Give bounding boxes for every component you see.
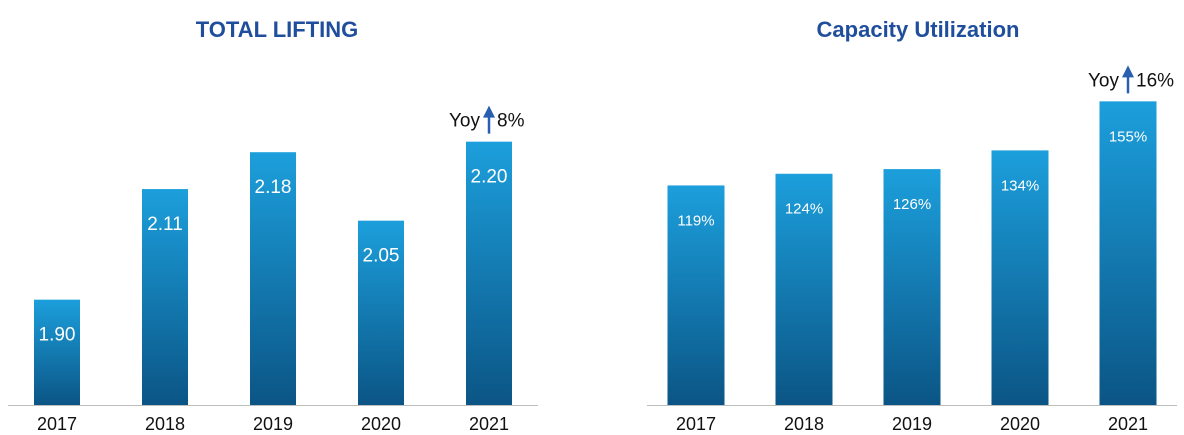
x-tick-label: 2020 (1000, 414, 1040, 434)
value-label: 2.05 (363, 246, 400, 267)
chart-title: Capacity Utilization (817, 17, 1020, 42)
value-label: 2.20 (471, 167, 508, 188)
x-tick-label: 2018 (784, 414, 824, 434)
x-tick-label: 2021 (469, 414, 509, 434)
annotation-change: 16% (1136, 70, 1174, 91)
annotation-arrow-head (483, 105, 495, 118)
bar (34, 299, 80, 405)
value-label: 2.18 (255, 177, 292, 198)
value-label: 126% (893, 196, 931, 213)
value-label: 2.11 (147, 214, 183, 235)
chart-title: TOTAL LIFTING (196, 17, 359, 42)
annotation-change: 8% (497, 111, 525, 132)
x-tick-label: 2021 (1108, 414, 1148, 434)
annotation-arrow-head (1122, 65, 1134, 78)
value-label: 119% (677, 212, 714, 229)
bar (1099, 101, 1157, 405)
annotation-label: Yoy (1088, 70, 1119, 91)
x-tick-label: 2020 (361, 414, 401, 434)
bar (883, 169, 941, 405)
x-tick-label: 2017 (676, 414, 716, 434)
bar (667, 185, 725, 405)
x-tick-label: 2019 (253, 414, 293, 434)
bar (991, 150, 1049, 405)
x-tick-label: 2019 (892, 414, 932, 434)
value-label: 155% (1109, 128, 1147, 145)
value-label: 134% (1001, 177, 1039, 194)
value-label: 1.90 (39, 325, 76, 346)
bar (466, 141, 512, 405)
annotation-label: Yoy (449, 111, 480, 132)
bar (358, 220, 404, 405)
bar (775, 173, 833, 405)
x-tick-label: 2017 (37, 414, 77, 434)
bar (250, 152, 296, 405)
bar (142, 189, 188, 405)
value-label: 124% (785, 201, 823, 218)
x-tick-label: 2018 (145, 414, 185, 434)
